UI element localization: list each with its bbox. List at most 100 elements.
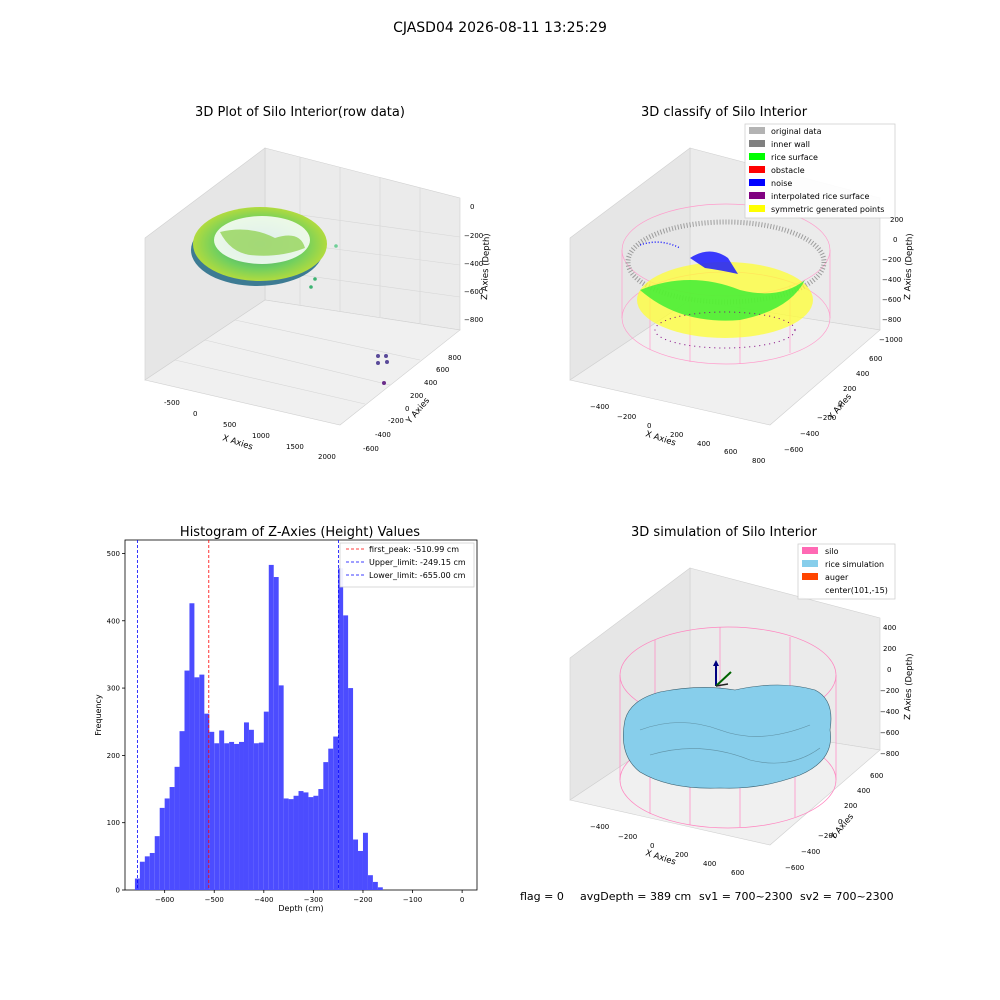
tick-label: −400: [800, 430, 819, 438]
histogram-bar: [258, 742, 264, 890]
tick-label: 0: [647, 422, 651, 430]
tick-label: 0: [193, 410, 197, 418]
tick-label: 200: [675, 851, 688, 859]
raw-x-ticks: -500 0 500 1000 1500 2000: [164, 399, 336, 461]
histogram-bar: [278, 685, 284, 890]
tick-label: 400: [697, 440, 710, 448]
histogram-legend: first_peak: -510.99 cm Upper_limit: -249.…: [339, 542, 475, 588]
raw-outlier-point: [376, 354, 380, 358]
tick-label: -600: [363, 445, 379, 453]
raw-outlier-point: [334, 244, 338, 248]
legend-swatch: [749, 192, 765, 199]
tick-label: −500: [205, 896, 224, 904]
histogram-bar: [209, 731, 215, 890]
tick-label: 0: [893, 236, 897, 244]
raw-x-axis-label: X Axies: [221, 433, 254, 452]
raw-z-axis-label: Z Axies (Depth): [480, 233, 492, 300]
tick-label: −800: [882, 316, 901, 324]
legend-label: auger: [825, 573, 849, 582]
histogram-bar: [303, 792, 309, 890]
legend-swatch: [749, 166, 765, 173]
tick-label: −200: [618, 833, 637, 841]
raw-outlier-point: [313, 277, 317, 281]
legend-swatch: [749, 127, 765, 134]
tick-label: 200: [844, 802, 857, 810]
histogram-bar: [323, 762, 329, 890]
status-line: flag = 0 avgDepth = 389 cm sv1 = 700~230…: [520, 890, 894, 903]
tick-label: 400: [856, 370, 869, 378]
axes-floor-pane: [144, 299, 461, 426]
classify-noise: [639, 241, 681, 249]
histogram-bar: [139, 861, 145, 890]
histogram-bar: [313, 795, 319, 890]
histogram-bar: [248, 729, 254, 890]
legend-label: first_peak: -510.99 cm: [369, 545, 459, 554]
raw-surface-patch: [220, 229, 305, 256]
histogram-bar: [243, 722, 249, 890]
panel-classify-title: 3D classify of Silo Interior: [641, 105, 808, 120]
legend-swatch: [802, 560, 818, 567]
tick-label: 600: [436, 366, 449, 374]
histogram-reference-lines: [136, 540, 340, 890]
histogram-bar: [159, 807, 165, 890]
tick-label: −400: [880, 708, 899, 716]
histogram-bar: [199, 674, 205, 890]
tick-label: −200: [882, 256, 901, 264]
tick-label: −200: [880, 687, 899, 695]
simulation-center-arrows: [713, 660, 732, 687]
tick-label: 400: [107, 617, 120, 625]
histogram-bar: [239, 741, 244, 890]
tick-label: −1000: [879, 336, 903, 344]
tick-label: −600: [464, 288, 483, 296]
status-sv1: sv1 = 700~2300: [699, 890, 793, 903]
classify-z-ticks: 200 0 −200 −400 −600 −800 −1000: [879, 216, 903, 344]
simulation-y-axis-label: Y Axies: [828, 812, 856, 843]
classify-rice-surface: [640, 280, 805, 321]
legend-label: interpolated rice surface: [771, 192, 869, 201]
simulation-x-axis-label: X Axies: [644, 848, 677, 867]
classify-z-axis-label: Z Axies (Depth): [903, 233, 915, 300]
tick-label: 1500: [286, 443, 304, 451]
histogram-bar: [338, 568, 344, 890]
histogram-bar: [194, 677, 200, 890]
histogram-bar: [224, 743, 230, 890]
histogram-bar: [268, 564, 274, 890]
tick-label: -400: [375, 431, 391, 439]
histogram-bar: [273, 577, 279, 890]
panel-simulation-title: 3D simulation of Silo Interior: [631, 525, 818, 540]
status-avg-depth: avgDepth = 389 cm: [580, 890, 691, 903]
tick-label: 600: [870, 772, 883, 780]
histogram-bar: [362, 832, 368, 890]
tick-label: 600: [869, 355, 882, 363]
raw-outlier-point: [382, 381, 386, 385]
tick-label: 100: [107, 819, 120, 827]
raw-outlier-point: [309, 285, 313, 289]
tick-label: 500: [107, 550, 120, 558]
histogram-title: Histogram of Z-Axies (Height) Values: [180, 525, 420, 540]
tick-label: 600: [731, 869, 744, 877]
histogram-bar: [179, 731, 185, 890]
histogram-y-axis-label: Frequency: [94, 694, 103, 736]
histogram-bar: [154, 836, 160, 890]
legend-label: rice surface: [771, 153, 818, 162]
histogram-bar: [377, 887, 383, 890]
panel-histogram: Histogram of Z-Axies (Height) Values −60…: [94, 525, 478, 913]
tick-label: 0: [650, 842, 654, 850]
histogram-bar: [328, 748, 334, 890]
panel-raw-title: 3D Plot of Silo Interior(row data): [195, 105, 405, 120]
tick-label: 500: [223, 421, 236, 429]
panel-classify: 3D classify of Silo Interior original da…: [569, 105, 915, 465]
figure-title: CJASD04 2026-08-11 13:25:29: [393, 20, 607, 36]
tick-label: 200: [670, 431, 683, 439]
classify-interpolated-surface: [654, 311, 796, 349]
tick-label: 400: [424, 379, 437, 387]
legend-frame: [744, 123, 896, 219]
tick-label: −400: [464, 260, 483, 268]
histogram-bar: [343, 615, 349, 890]
histogram-bar: [288, 799, 294, 890]
simulation-rice-surface: [623, 684, 832, 789]
simulation-legend: silo rice simulation auger center(101,-15): [797, 543, 896, 600]
tick-label: 2000: [318, 453, 336, 461]
legend-label: rice simulation: [825, 560, 884, 569]
legend-swatch: [802, 573, 818, 580]
